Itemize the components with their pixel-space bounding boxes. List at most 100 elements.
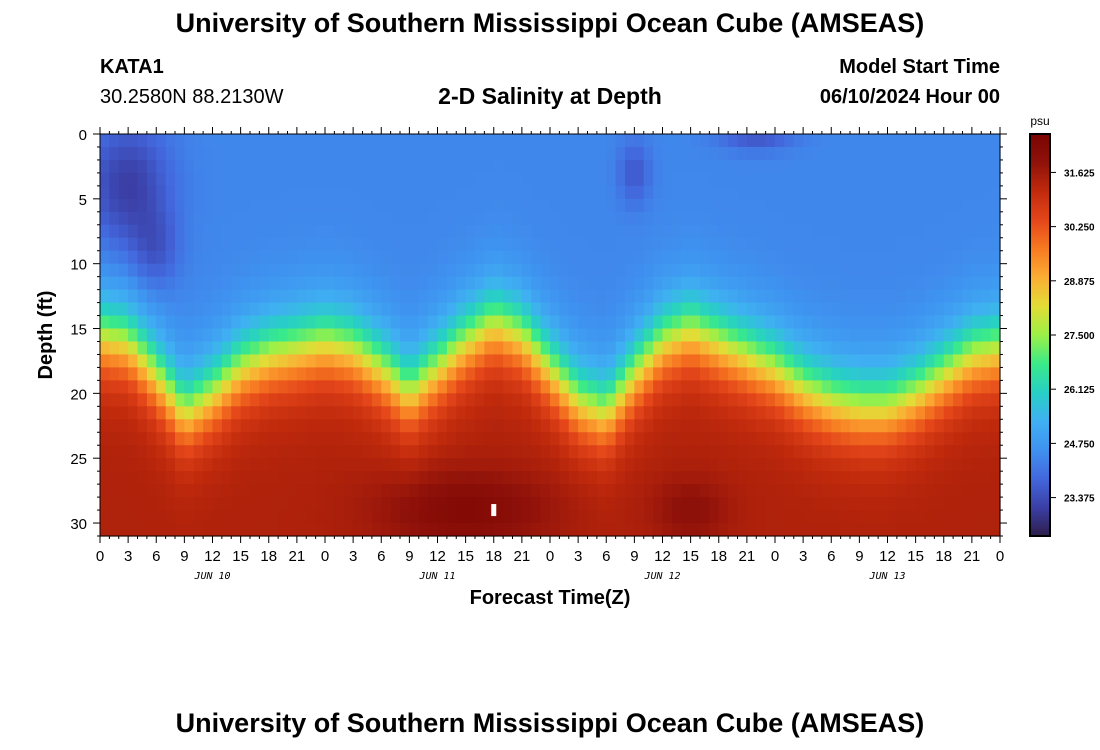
heatmap-cell <box>700 289 710 304</box>
heatmap-cell <box>662 224 673 239</box>
heatmap-cell <box>850 211 860 226</box>
heatmap-cell <box>606 510 617 524</box>
heatmap-cell <box>493 159 504 174</box>
heatmap-cell <box>334 134 345 148</box>
heatmap-cell <box>662 432 673 446</box>
heatmap-cell <box>578 497 589 511</box>
heatmap-cell <box>512 328 523 343</box>
heatmap-cell <box>962 419 973 433</box>
heatmap-cell <box>278 367 289 381</box>
heatmap-cell <box>878 380 889 394</box>
heatmap-cell <box>709 341 720 356</box>
heatmap-cell <box>446 432 457 446</box>
heatmap-cell <box>343 302 354 317</box>
heatmap-cell <box>240 185 251 200</box>
heatmap-cell <box>203 393 214 407</box>
heatmap-cell <box>615 341 626 356</box>
heatmap-cell <box>390 134 401 148</box>
heatmap-cell <box>925 380 935 394</box>
heatmap-cell <box>118 432 129 446</box>
heatmap-cell <box>287 523 298 537</box>
heatmap-cell <box>971 341 982 356</box>
heatmap-cell <box>353 471 364 485</box>
heatmap-cell <box>821 419 832 433</box>
heatmap-cell <box>437 419 448 433</box>
heatmap-cell <box>231 354 242 369</box>
heatmap-cell <box>700 198 710 213</box>
heatmap-cell <box>221 263 232 278</box>
heatmap-cell <box>606 224 617 239</box>
heatmap-cell <box>353 445 364 459</box>
heatmap-cell <box>784 341 795 356</box>
heatmap-cell <box>625 328 635 343</box>
heatmap-cell <box>934 432 945 446</box>
heatmap-cell <box>184 393 195 407</box>
heatmap-cell <box>559 250 570 265</box>
colorbar-tick-label: 28.875 <box>1064 277 1095 288</box>
heatmap-cell <box>803 237 814 252</box>
heatmap-cell <box>840 198 851 213</box>
heatmap-cell <box>259 380 270 394</box>
heatmap-cell <box>212 406 223 420</box>
heatmap-cell <box>962 250 973 265</box>
heatmap-cell <box>118 315 129 330</box>
heatmap-cell <box>887 393 898 407</box>
heatmap-cell <box>934 146 945 161</box>
missing-data-marker <box>491 504 497 517</box>
heatmap-cell <box>943 458 954 472</box>
heatmap-cell <box>728 328 739 343</box>
heatmap-cell <box>240 510 251 524</box>
heatmap-cell <box>784 523 795 537</box>
heatmap-cell <box>737 458 748 472</box>
heatmap-cell <box>625 445 635 459</box>
heatmap-cell <box>100 380 110 394</box>
heatmap-cell <box>428 146 439 161</box>
heatmap-cell <box>681 484 692 498</box>
heatmap-cell <box>193 172 204 187</box>
heatmap-cell <box>371 458 382 472</box>
heatmap-cell <box>146 497 157 511</box>
heatmap-cell <box>400 497 410 511</box>
heatmap-cell <box>606 484 617 498</box>
heatmap-cell <box>643 419 654 433</box>
heatmap-cell <box>137 211 148 226</box>
heatmap-cell <box>137 159 148 174</box>
heatmap-cell <box>793 341 804 356</box>
heatmap-cell <box>540 406 551 420</box>
heatmap-cell <box>746 185 757 200</box>
heatmap-cell <box>362 510 373 524</box>
heatmap-cell <box>306 406 317 420</box>
heatmap-cell <box>718 484 729 498</box>
heatmap-cell <box>521 510 532 524</box>
heatmap-cell <box>934 328 945 343</box>
heatmap-cell <box>484 367 495 381</box>
heatmap-cell <box>475 159 485 174</box>
heatmap-cell <box>990 523 1001 537</box>
heatmap-cell <box>662 328 673 343</box>
heatmap-cell <box>765 341 776 356</box>
heatmap-cell <box>437 224 448 239</box>
heatmap-cell <box>718 134 729 148</box>
heatmap-cell <box>118 185 129 200</box>
heatmap-cell <box>793 432 804 446</box>
heatmap-cell <box>109 146 120 161</box>
heatmap-cells <box>100 134 1001 537</box>
heatmap-cell <box>550 146 560 161</box>
heatmap-cell <box>906 471 917 485</box>
heatmap-cell <box>606 341 617 356</box>
heatmap-cell <box>437 458 448 472</box>
heatmap-cell <box>259 172 270 187</box>
heatmap-cell <box>859 510 870 524</box>
heatmap-cell <box>325 289 335 304</box>
heatmap-cell <box>981 432 992 446</box>
heatmap-cell <box>362 471 373 485</box>
heatmap-cell <box>587 134 598 148</box>
heatmap-cell <box>175 367 185 381</box>
colorbar-tick-label: 26.125 <box>1064 385 1095 396</box>
heatmap-cell <box>212 315 223 330</box>
heatmap-cell <box>165 328 176 343</box>
heatmap-cell <box>175 354 185 369</box>
heatmap-cell <box>634 354 645 369</box>
heatmap-cell <box>868 419 879 433</box>
heatmap-cell <box>175 159 185 174</box>
